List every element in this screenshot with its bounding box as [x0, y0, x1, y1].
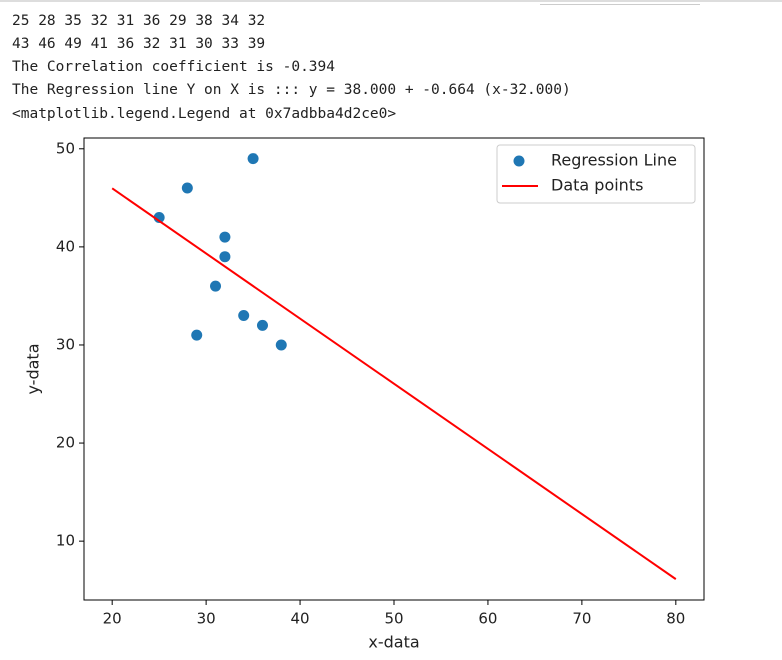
- output-line: <matplotlib.legend.Legend at 0x7adbba4d2…: [12, 106, 397, 122]
- point: [191, 329, 203, 341]
- point: [238, 310, 250, 322]
- axes-frame: [83, 137, 705, 601]
- legend-label: Data points: [551, 176, 643, 195]
- x-tick-label: 40: [291, 610, 310, 628]
- output-line: The Correlation coefficient is -0.394: [12, 59, 336, 75]
- legend-swatch: [513, 155, 525, 167]
- x-tick-label: 60: [478, 610, 497, 628]
- top-border: [0, 0, 782, 2]
- point: [247, 153, 259, 165]
- output-line: 43 46 49 41 36 32 31 30 33 39: [12, 36, 266, 52]
- legend-box: [496, 144, 696, 204]
- x-tick-label: 30: [197, 610, 216, 628]
- output-line: 25 28 35 32 31 36 29 38 34 32: [12, 13, 266, 29]
- point: [210, 280, 222, 292]
- y-tick-label: 40: [56, 237, 75, 255]
- y-axis-label: y-data: [24, 344, 43, 395]
- top-tab: [540, 0, 700, 5]
- line: [111, 187, 677, 580]
- x-axis-label: x-data: [368, 633, 419, 652]
- point: [181, 182, 193, 194]
- x-tick-label: 80: [666, 610, 685, 628]
- y-tick-label: 20: [56, 434, 75, 452]
- x-tick-label: 20: [103, 610, 122, 628]
- point: [275, 339, 287, 351]
- legend-label: Regression Line: [551, 151, 677, 170]
- y-tick-label: 30: [56, 335, 75, 353]
- point: [256, 319, 268, 331]
- x-tick-label: 50: [384, 610, 403, 628]
- x-tick-label: 70: [572, 610, 591, 628]
- point: [219, 231, 231, 243]
- y-tick-label: 50: [56, 139, 75, 157]
- output-line: The Regression line Y on X is ::: y = 38…: [12, 82, 571, 98]
- y-tick-label: 10: [56, 532, 75, 550]
- point: [219, 251, 231, 263]
